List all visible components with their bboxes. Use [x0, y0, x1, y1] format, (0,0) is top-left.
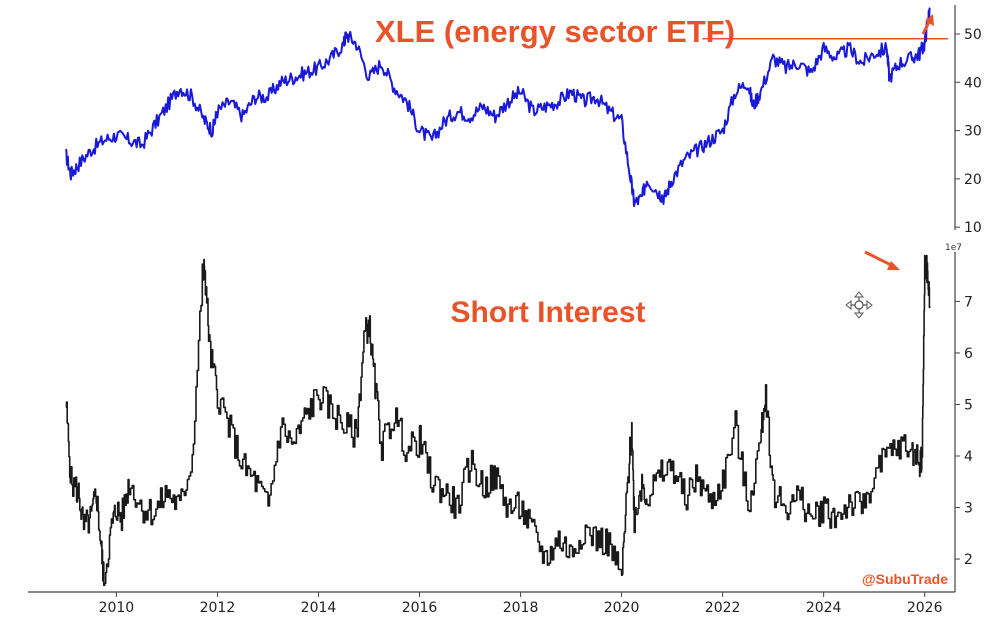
x-tick-label: 2026 — [907, 600, 943, 616]
short-interest-y-tick-label: 6 — [964, 346, 973, 362]
x-tick-label: 2010 — [99, 600, 135, 616]
x-tick-label: 2024 — [806, 600, 842, 616]
x-axis-ticks: 2010 2012 2014 2016 2018 2020 2022 2024 2026 — [99, 592, 943, 616]
xle-y-tick-label: 20 — [964, 172, 982, 188]
x-tick-label: 2018 — [503, 600, 539, 616]
xle-y-ticks: 10 20 30 40 50 — [955, 27, 982, 236]
short-interest-y-ticks: 2 3 4 5 6 7 — [955, 294, 973, 568]
move-cursor-icon — [845, 291, 873, 319]
short-interest-y-tick-label: 5 — [964, 397, 973, 413]
x-tick-label: 2016 — [402, 600, 438, 616]
xle-title: XLE (energy sector ETF) — [375, 14, 735, 49]
xle-y-tick-label: 10 — [964, 220, 982, 236]
y-multiplier-label: 1e7 — [945, 243, 962, 253]
x-tick-label: 2020 — [604, 600, 640, 616]
watermark: @SubuTrade — [862, 571, 948, 587]
short-interest-y-tick-label: 3 — [964, 501, 973, 517]
xle-series-line — [64, 7, 931, 207]
xle-panel: 10 20 30 40 50 XLE (energy sector ETF) — [64, 5, 982, 236]
short-interest-y-tick-label: 7 — [964, 294, 973, 310]
up-arrow-icon — [921, 14, 934, 35]
xle-y-tick-label: 30 — [964, 124, 982, 140]
xle-y-tick-label: 40 — [964, 75, 982, 91]
x-tick-label: 2012 — [200, 600, 236, 616]
short-interest-y-tick-label: 4 — [964, 449, 973, 465]
down-arrow-icon — [864, 250, 900, 270]
x-tick-label: 2022 — [705, 600, 741, 616]
x-tick-label: 2014 — [301, 600, 337, 616]
short-interest-title: Short Interest — [450, 296, 645, 329]
xle-y-tick-label: 50 — [964, 27, 982, 43]
short-interest-series-line — [65, 254, 931, 587]
short-interest-y-tick-label: 2 — [964, 552, 973, 568]
